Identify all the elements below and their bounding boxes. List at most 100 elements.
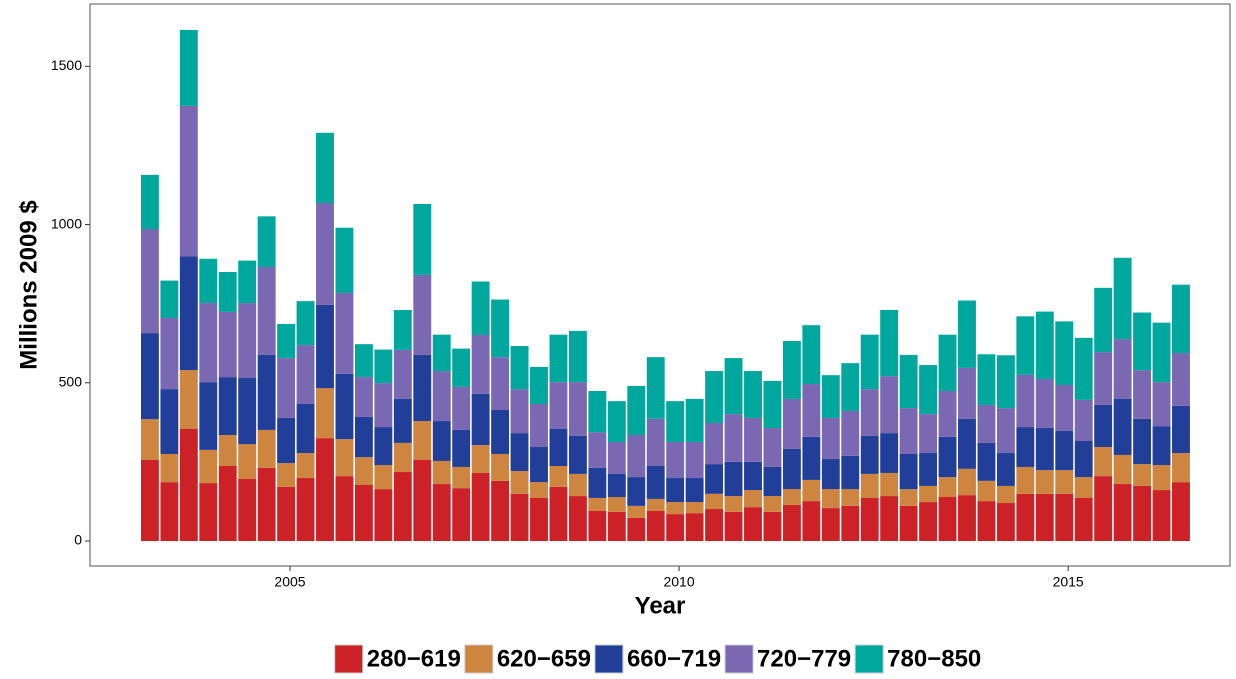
bar-segment [938,436,957,478]
bar-segment [607,497,626,512]
bar-segment [1035,311,1054,379]
bar-segment [316,388,334,439]
y-axis-label: Millions 2009 $ [15,200,42,370]
bar-segment [705,371,724,423]
bar-segment [1133,464,1152,486]
bar-segment [1113,257,1132,340]
bar-segment [782,398,801,449]
bar-segment [1172,284,1190,354]
legend-label: 660−719 [627,645,721,672]
bar-segment [354,344,373,378]
bar-segment [841,489,860,506]
bar-segment [510,433,529,472]
bar-segment [1055,493,1074,542]
bar-segment [1172,482,1190,542]
bar-segment [296,403,315,454]
bar-segment [1133,485,1152,542]
bar-segment [607,401,626,442]
bar-segment [1152,490,1171,542]
bar-segment [160,453,179,483]
bar-segment [588,391,607,433]
bar-segment [296,345,315,404]
bar-segment [724,511,743,542]
bar-segment [413,274,432,355]
bar-segment [257,354,276,430]
bar-segment [860,497,879,542]
bar-segment [238,478,257,542]
bar-segment [646,498,665,511]
bar-segment [996,453,1015,486]
bar-segment [958,367,976,419]
bar-segment [607,511,626,542]
bar-segment [568,473,587,497]
y-tick-label: 500 [59,373,83,389]
bar-segment [627,517,646,542]
bar-segment [685,441,704,479]
bar-segment [510,471,529,494]
bar-segment [277,323,296,359]
bar-segment [568,496,587,542]
bar-segment [568,435,587,474]
bar-segment [782,448,801,490]
bar-segment [802,501,821,542]
bar-segment [218,377,237,435]
bar-segment [938,391,957,437]
bar-segment [958,495,976,542]
bar-segment [996,485,1015,504]
bar-segment [938,334,957,392]
bar-segment [530,497,548,542]
bar-segment [958,418,976,469]
bar-segment [296,453,315,479]
bar-segment [899,408,918,454]
bar-segment [491,299,510,358]
bar-segment [899,354,918,409]
bar-segment [1094,404,1113,448]
bar-segment [199,382,218,450]
bar-segment [841,505,860,542]
bar-segment [860,334,879,390]
bar-segment [588,432,607,468]
legend-swatch [464,644,494,674]
bar-segment [802,325,821,385]
bar-segment [452,348,471,387]
bar-segment [685,478,704,503]
bar-segment [1094,447,1113,477]
bar-segment [763,511,782,542]
bar-segment [140,333,159,420]
bar-segment [1055,430,1074,471]
bar-segment [763,380,782,429]
bar-segment [1055,384,1074,431]
bar-segment [666,401,685,442]
bar-segment [354,416,373,458]
y-tick-label: 0 [74,532,82,548]
bar-segment [549,334,568,383]
bar-segment [471,393,490,446]
bar-segment [1113,484,1132,542]
bar-segment [763,466,782,497]
bar-segment [685,502,704,514]
bar-segment [510,493,529,542]
bar-segment [140,459,159,542]
bar-segment [432,421,451,461]
bar-segment [491,409,510,454]
bar-segment [1035,470,1054,494]
bar-segment [666,502,685,515]
bar-segment [393,442,412,473]
bar-segment [199,303,218,383]
bar-segment [374,489,393,542]
bar-segment [140,228,159,334]
bar-segment [316,438,334,542]
bar-segment [432,460,451,485]
bar-segment [277,486,296,542]
bar-segment [1074,477,1093,498]
bar-segment [666,478,685,503]
bar-segment [199,258,218,304]
bar-segment [802,384,821,437]
bar-segment [860,389,879,436]
bar-segment [238,378,257,445]
bar-segment [607,441,626,474]
bar-segment [666,514,685,542]
bar-segment [179,29,198,106]
x-axis-label: Year [635,592,686,619]
bar-segment [413,421,432,460]
